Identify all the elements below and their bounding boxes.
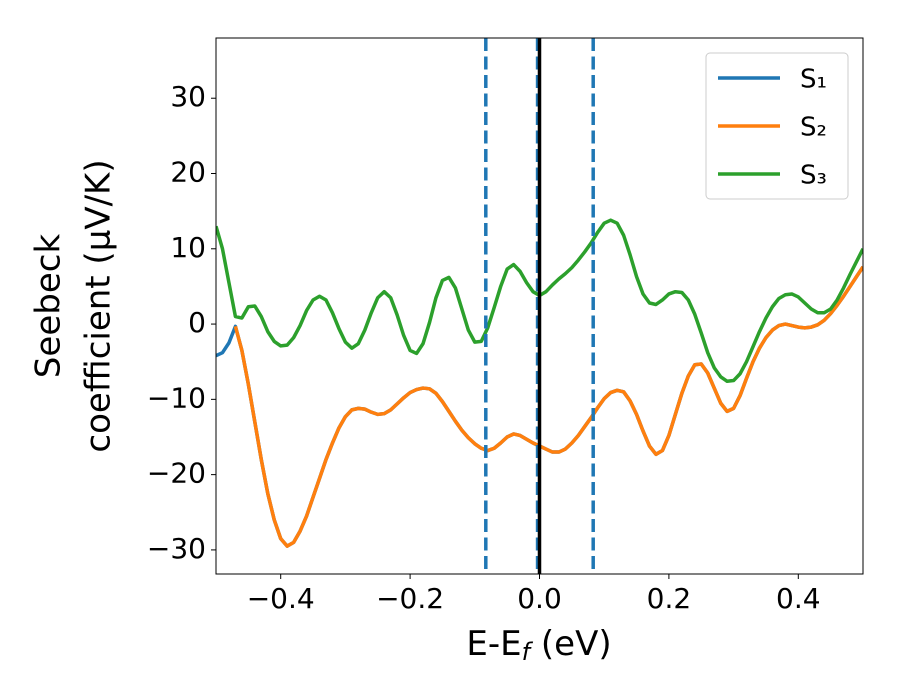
x-axis-label: E-Ef (eV) [466,624,611,667]
legend-label: S₁ [800,65,827,95]
y-label-line: Seebeck [29,234,69,379]
plot-frame [215,37,864,575]
series-line [233,265,863,548]
legend-label: S₂ [800,113,827,143]
x-tick-label: −0.2 [376,582,444,615]
y-tick-label: 0 [188,306,206,339]
x-label-part: E-E [466,624,521,664]
y-tick-label: 20 [170,156,206,189]
legend-label: S₃ [800,161,827,191]
y-label-line: coefficient (μV/K) [79,159,119,452]
x-tick-label: 0.4 [776,582,821,615]
x-label-part: (eV) [530,624,612,664]
y-tick-label: 30 [170,80,206,113]
y-tick-label: −20 [147,457,206,490]
x-tick-label: 0.2 [647,582,692,615]
y-tick-label: 10 [170,231,206,264]
y-tick-label: −10 [147,381,206,414]
y-axis-label: Seebeck coefficient (μV/K) [29,159,119,452]
x-tick-label: −0.4 [247,582,315,615]
y-tick-label: −30 [147,532,206,565]
plot-area [216,38,863,574]
x-tick-label: 0.0 [517,582,562,615]
